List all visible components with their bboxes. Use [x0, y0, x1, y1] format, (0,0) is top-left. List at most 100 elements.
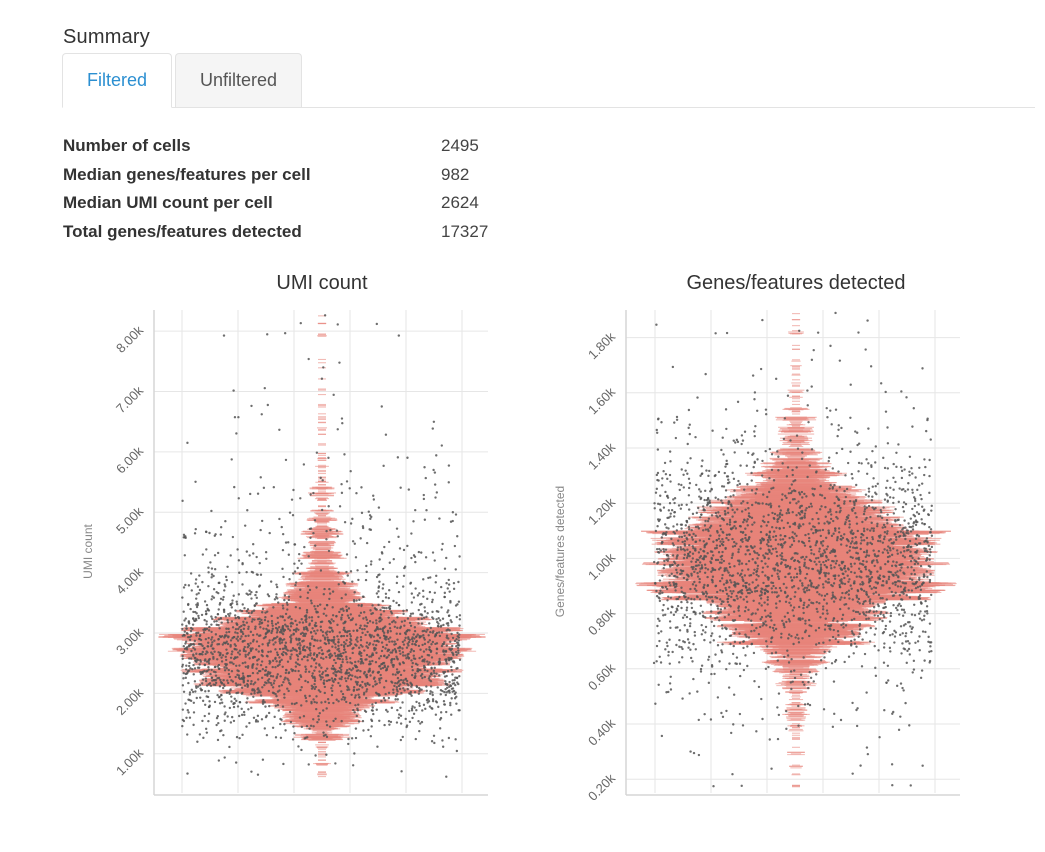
data-point: [381, 599, 385, 603]
data-point: [300, 686, 303, 689]
data-point: [235, 600, 238, 603]
data-point: [312, 491, 315, 495]
data-point: [309, 493, 312, 496]
data-point: [397, 603, 401, 607]
data-point: [294, 665, 298, 668]
data-point: [320, 377, 324, 380]
data-point: [236, 632, 239, 635]
data-point: [407, 640, 411, 644]
data-point: [450, 713, 453, 716]
y-tick-label: 1.00k: [113, 745, 146, 778]
data-point: [248, 589, 251, 592]
data-point: [287, 679, 290, 682]
data-point: [286, 677, 289, 680]
data-point: [409, 681, 412, 685]
data-point: [232, 662, 235, 666]
data-point: [395, 601, 398, 605]
data-point: [197, 642, 201, 646]
data-point: [448, 680, 451, 684]
data-point: [415, 709, 418, 712]
data-point: [355, 688, 359, 692]
data-point: [284, 623, 287, 626]
data-point: [259, 476, 262, 479]
data-point: [231, 602, 234, 605]
data-point: [403, 689, 406, 692]
data-point: [255, 555, 258, 559]
data-point: [415, 639, 418, 643]
data-point: [252, 638, 255, 642]
data-point: [258, 623, 261, 626]
data-point: [205, 684, 209, 687]
data-point: [366, 681, 369, 685]
data-point: [348, 667, 351, 671]
data-point: [327, 549, 331, 553]
data-point: [392, 557, 395, 561]
data-point: [394, 698, 397, 701]
data-point: [384, 692, 387, 696]
data-point: [421, 676, 424, 680]
data-point: [323, 636, 327, 639]
data-point: [256, 720, 260, 723]
data-point: [245, 701, 248, 704]
data-point: [451, 679, 454, 682]
data-point: [186, 772, 189, 775]
data-point: [233, 485, 236, 489]
data-point: [207, 571, 210, 574]
data-point: [188, 638, 192, 642]
data-point: [389, 636, 392, 639]
data-point: [314, 685, 318, 689]
data-point: [396, 456, 400, 459]
data-point: [340, 491, 344, 495]
data-point: [219, 597, 223, 600]
data-point: [335, 529, 339, 532]
data-point: [345, 700, 348, 704]
data-point: [449, 684, 453, 688]
data-point: [431, 631, 434, 634]
data-point: [426, 697, 430, 701]
tab-filtered[interactable]: Filtered: [62, 53, 172, 108]
data-point: [445, 644, 448, 647]
data-point: [266, 610, 269, 613]
data-point: [332, 701, 335, 705]
data-point: [447, 583, 451, 586]
data-point: [423, 668, 427, 672]
data-point: [429, 690, 432, 693]
data-point: [309, 642, 312, 645]
tab-unfiltered[interactable]: Unfiltered: [175, 53, 302, 107]
data-point: [205, 612, 208, 616]
data-point: [328, 630, 332, 634]
data-point: [456, 631, 459, 635]
data-point: [300, 658, 304, 661]
data-point: [238, 649, 242, 652]
data-point: [457, 649, 460, 652]
data-point: [377, 585, 381, 588]
data-point: [371, 671, 374, 674]
data-point: [316, 629, 319, 632]
data-point: [266, 679, 270, 682]
data-point: [361, 627, 364, 631]
data-point: [275, 583, 278, 586]
data-point: [284, 676, 287, 679]
data-point: [373, 648, 376, 652]
data-point: [195, 686, 198, 690]
data-point: [323, 685, 327, 689]
data-point: [364, 578, 368, 582]
data-point: [188, 693, 192, 696]
data-point: [341, 660, 344, 664]
data-point: [192, 663, 195, 667]
data-point: [195, 603, 198, 606]
data-point: [351, 674, 354, 677]
data-point: [430, 706, 433, 710]
data-point: [182, 650, 185, 654]
data-point: [286, 660, 290, 663]
data-point: [212, 655, 215, 659]
data-point: [358, 614, 361, 617]
stat-row-number-of-cells: Number of cells 2495: [63, 132, 488, 161]
data-point: [217, 721, 220, 725]
data-point: [187, 669, 191, 672]
data-point: [392, 619, 395, 622]
data-point: [454, 513, 458, 516]
data-point: [450, 647, 454, 651]
data-point: [252, 552, 255, 555]
data-point: [402, 548, 406, 552]
